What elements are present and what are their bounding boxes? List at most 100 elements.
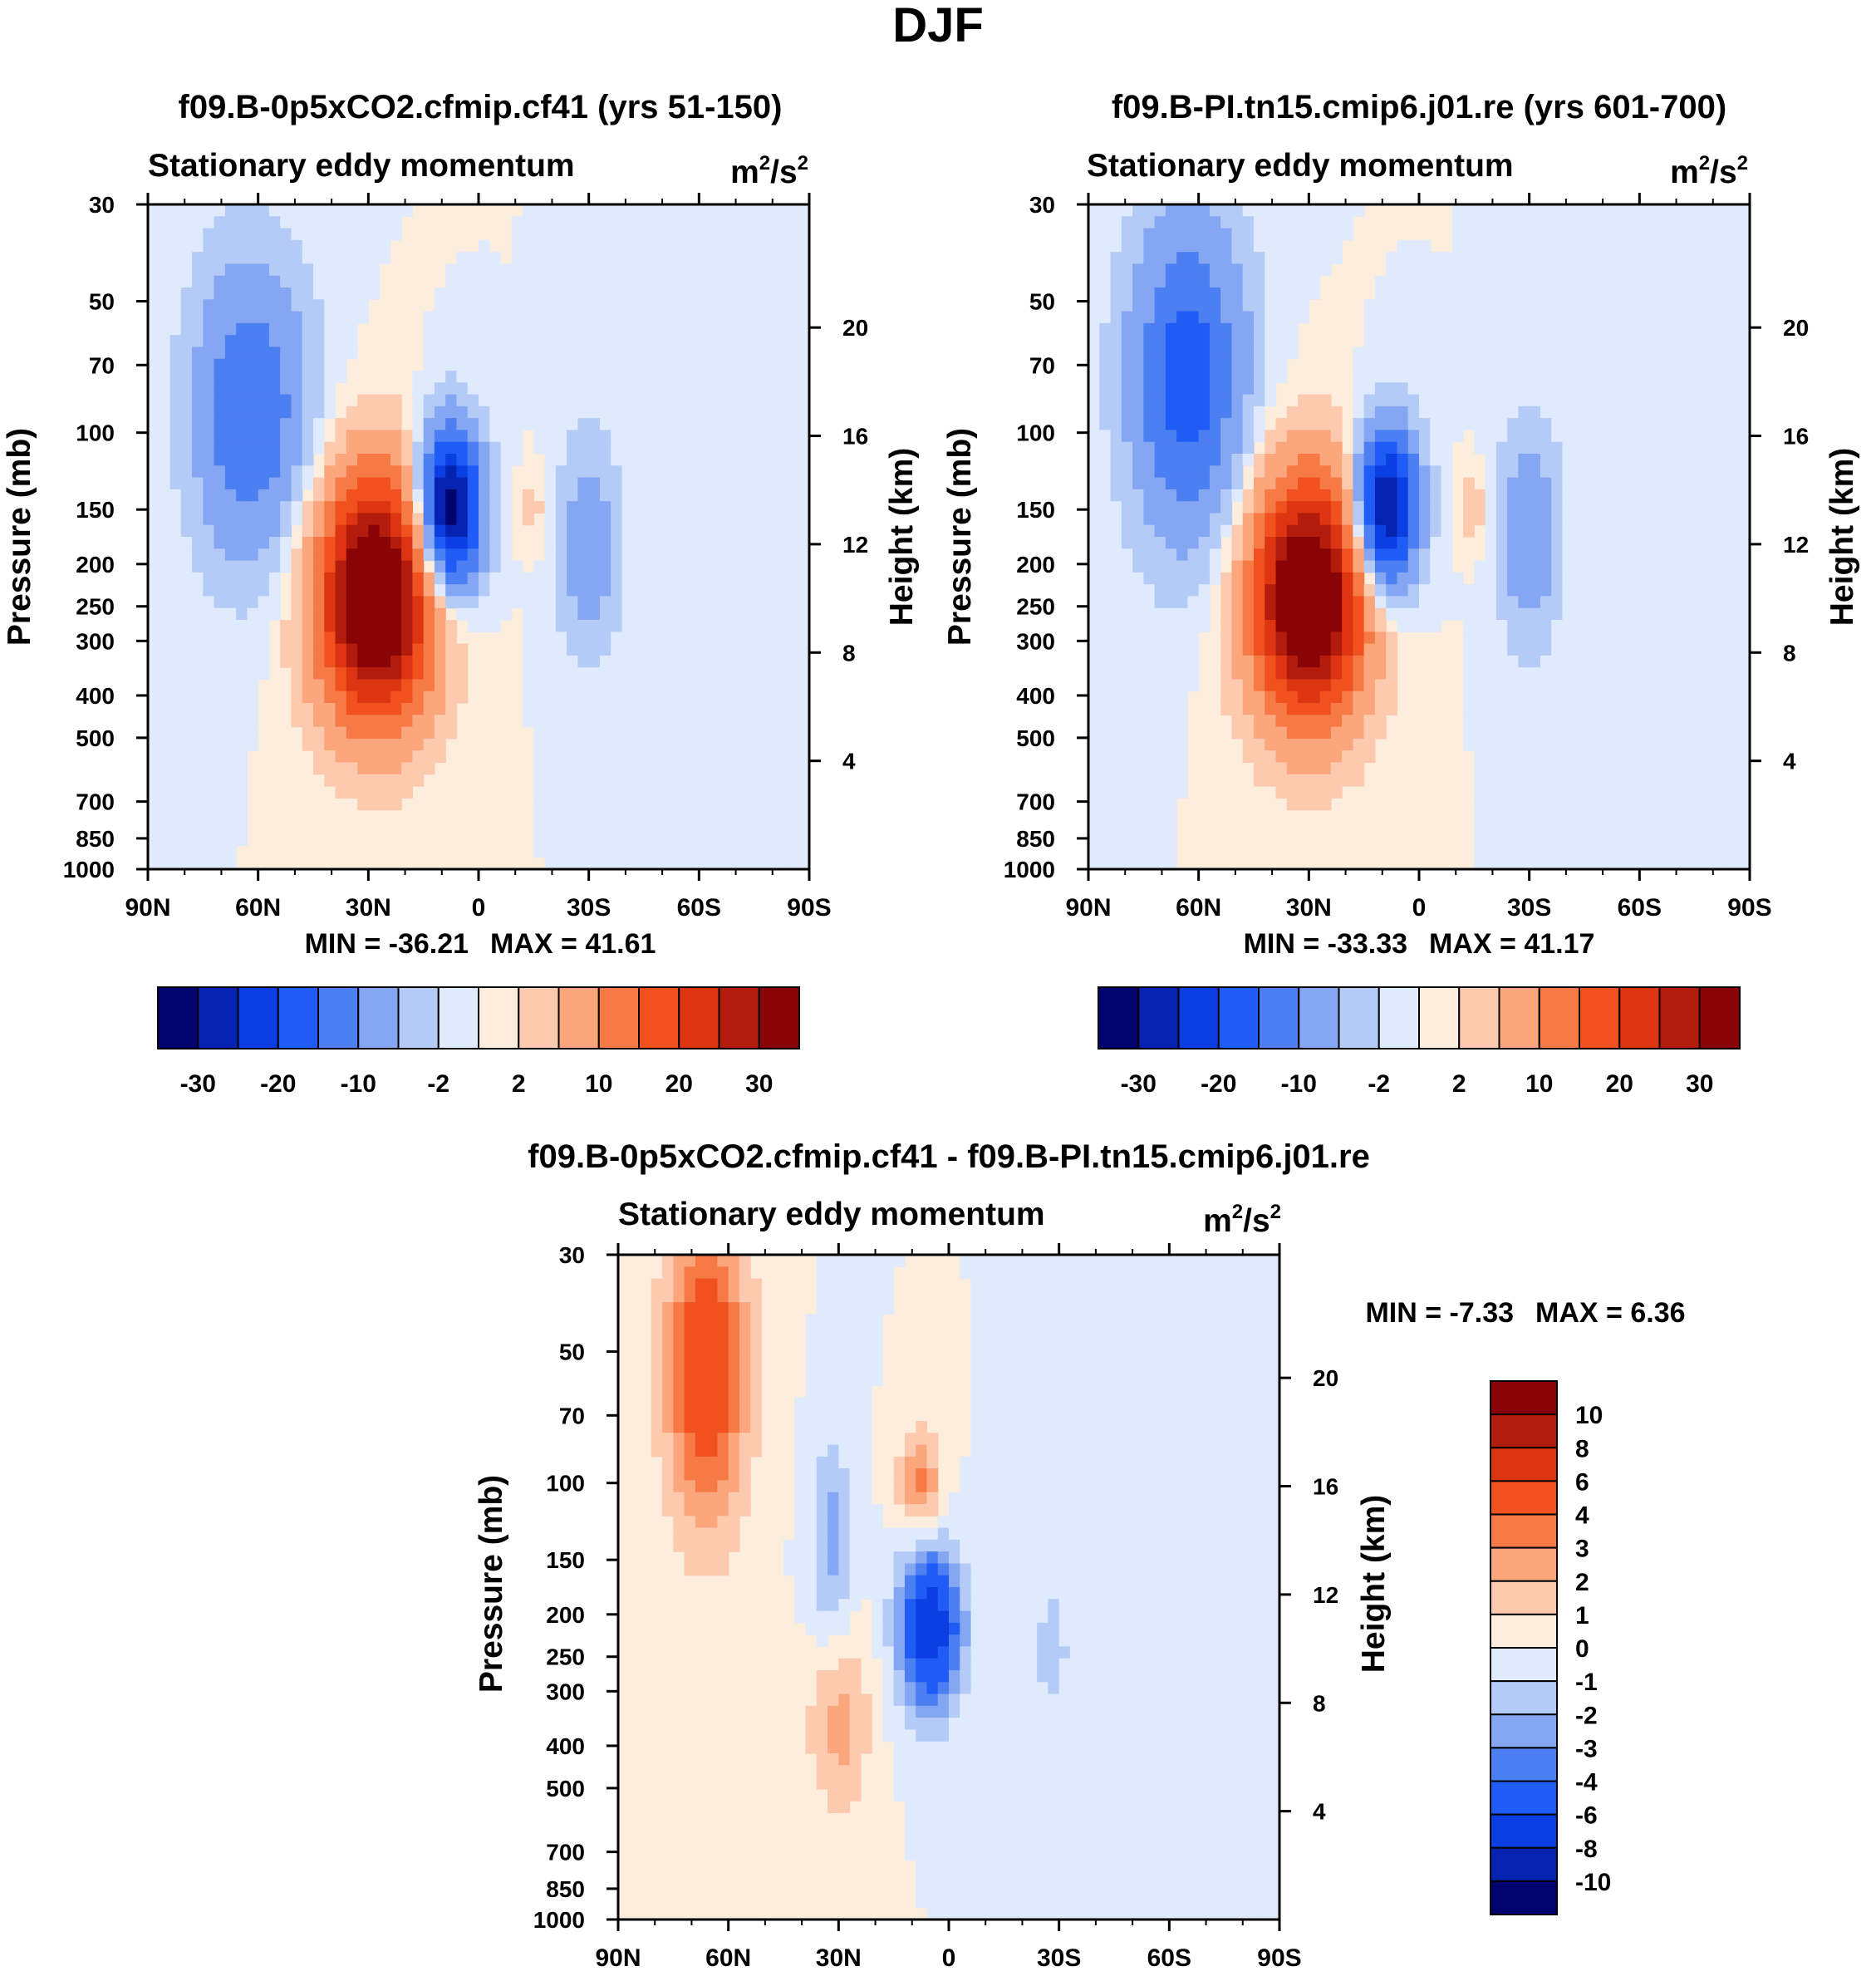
- heatmap-cell: [1309, 252, 1321, 265]
- heatmap-cell: [324, 406, 336, 419]
- heatmap-cell: [665, 275, 678, 288]
- heatmap-cell: [1110, 501, 1122, 514]
- heatmap-cell: [688, 703, 700, 715]
- heatmap-cell: [1143, 454, 1156, 466]
- heatmap-cell: [1441, 513, 1453, 526]
- heatmap-cell: [577, 275, 590, 288]
- heatmap-cell: [720, 738, 733, 751]
- heatmap-cell: [1198, 430, 1211, 443]
- plot-area: [1088, 204, 1751, 870]
- heatmap-cell: [224, 798, 237, 811]
- heatmap-cell: [720, 596, 733, 609]
- heatmap-cell: [489, 371, 502, 383]
- colorbar-swatch: [317, 986, 360, 1049]
- heatmap-cell: [787, 501, 799, 514]
- heatmap-cell: [1562, 382, 1574, 396]
- heatmap-cell: [1397, 572, 1409, 585]
- heatmap-cell: [1286, 430, 1299, 443]
- heatmap-cell: [764, 228, 777, 241]
- heatmap-cell: [699, 679, 711, 692]
- heatmap-cell: [710, 643, 722, 656]
- heatmap-cell: [1727, 537, 1740, 549]
- heatmap-cell: [588, 311, 601, 324]
- heatmap-cell: [335, 489, 347, 502]
- heatmap-cell: [710, 322, 722, 336]
- heatmap-cell: [192, 406, 204, 419]
- heatmap-cell: [445, 679, 458, 692]
- heatmap-cell: [258, 441, 270, 455]
- heatmap-cell: [268, 489, 281, 502]
- heatmap-cell: [1573, 548, 1585, 562]
- heatmap-cell: [291, 204, 303, 217]
- heatmap-cell: [1628, 299, 1640, 312]
- heatmap-cell: [1407, 394, 1420, 407]
- heatmap-cell: [1430, 311, 1442, 324]
- heatmap-cell: [489, 418, 502, 431]
- heatmap-cell: [754, 204, 766, 217]
- heatmap-cell: [764, 845, 777, 858]
- heatmap-cell: [203, 691, 215, 704]
- heatmap-cell: [1198, 596, 1211, 609]
- heatmap-cell: [710, 371, 722, 383]
- heatmap-cell: [655, 738, 667, 751]
- y-axis-label: Pressure (mb): [942, 428, 978, 646]
- heatmap-cell: [1694, 382, 1707, 396]
- heatmap-cell: [236, 548, 248, 562]
- heatmap-cell: [368, 524, 381, 538]
- heatmap-cell: [258, 430, 270, 443]
- heatmap-cell: [357, 798, 369, 811]
- heatmap-cell: [732, 322, 744, 336]
- heatmap-cell: [1606, 596, 1618, 609]
- heatmap-cell: [611, 774, 623, 787]
- heatmap-cell: [302, 204, 314, 217]
- heatmap-cell: [335, 620, 347, 632]
- heatmap-cell: [1374, 406, 1387, 419]
- heatmap-cell: [611, 228, 623, 241]
- heatmap-cell: [291, 620, 303, 632]
- heatmap-cell: [148, 620, 160, 632]
- heatmap-cell: [1363, 441, 1376, 455]
- heatmap-cell: [159, 501, 171, 514]
- heatmap-cell: [611, 239, 623, 253]
- heatmap-cell: [644, 418, 656, 431]
- heatmap-cell: [1507, 358, 1519, 371]
- heatmap-cell: [346, 418, 358, 431]
- heatmap-cell: [1176, 322, 1188, 336]
- heatmap-cell: [599, 477, 611, 490]
- heatmap-cell: [302, 560, 314, 573]
- heatmap-cell: [1683, 311, 1696, 324]
- heatmap-cell: [169, 418, 182, 431]
- heatmap-cell: [1374, 524, 1387, 538]
- heatmap-cell: [1397, 347, 1409, 360]
- heatmap-cell: [291, 275, 303, 288]
- heatmap-cell: [533, 501, 546, 514]
- heatmap-cell: [291, 655, 303, 668]
- heatmap-cell: [1705, 252, 1717, 265]
- heatmap-cell: [632, 406, 645, 419]
- heatmap-cell: [203, 263, 215, 277]
- heatmap-cell: [1573, 204, 1585, 217]
- heatmap-cell: [489, 572, 502, 585]
- heatmap-cell: [621, 632, 634, 645]
- heatmap-cell: [1132, 394, 1144, 407]
- heatmap-cell: [434, 288, 446, 300]
- heatmap-cell: [313, 335, 325, 348]
- heatmap-cell: [1298, 239, 1309, 253]
- heatmap-cell: [1540, 275, 1552, 288]
- heatmap-cell: [214, 335, 226, 348]
- heatmap-cell: [1595, 418, 1608, 431]
- heatmap-cell: [1154, 548, 1166, 562]
- heatmap-cell: [720, 572, 733, 585]
- heatmap-cell: [665, 786, 678, 799]
- heatmap-cell: [224, 477, 237, 490]
- heatmap-cell: [720, 394, 733, 407]
- heatmap-cell: [180, 537, 193, 549]
- heatmap-cell: [665, 537, 678, 549]
- heatmap-cell: [567, 584, 578, 597]
- heatmap-cell: [1540, 322, 1552, 336]
- heatmap-cell: [699, 738, 711, 751]
- heatmap-cell: [1275, 371, 1288, 383]
- heatmap-cell: [1495, 560, 1508, 573]
- heatmap-cell: [390, 394, 402, 407]
- heatmap-cell: [787, 239, 799, 253]
